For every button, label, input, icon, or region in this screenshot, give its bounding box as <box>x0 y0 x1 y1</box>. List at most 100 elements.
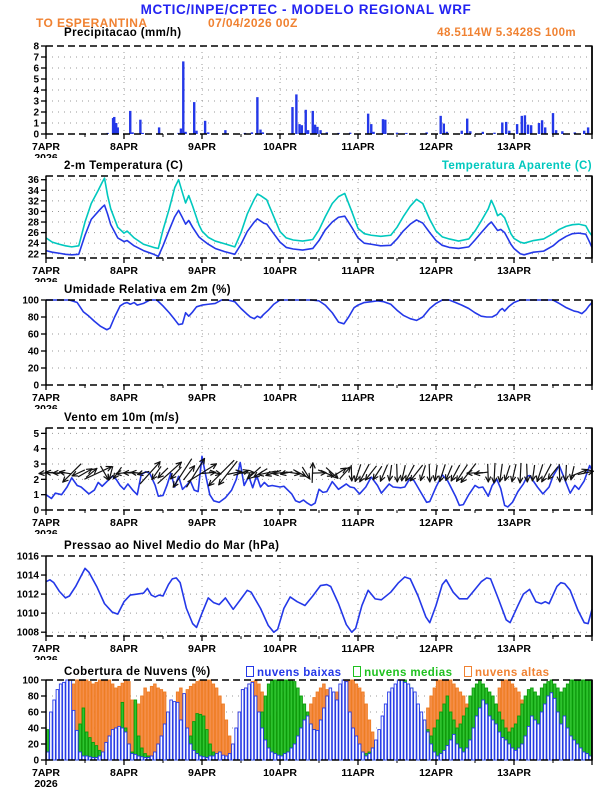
svg-text:13APR: 13APR <box>497 643 531 655</box>
svg-text:12APR: 12APR <box>419 265 453 277</box>
svg-text:2026: 2026 <box>34 276 58 282</box>
svg-text:22: 22 <box>28 249 40 260</box>
svg-text:7APR: 7APR <box>32 265 60 277</box>
svg-text:80: 80 <box>28 313 40 324</box>
svg-text:7APR: 7APR <box>32 517 60 529</box>
svg-text:9APR: 9APR <box>188 517 216 529</box>
svg-text:0: 0 <box>33 756 39 767</box>
panel-title-temperature: 2-m Temperatura (C) Temperatura Aparente… <box>0 160 612 175</box>
svg-text:1008: 1008 <box>17 628 40 639</box>
legend-item-high-clouds: nuvens altas <box>463 666 549 679</box>
station-coordinates: 48.5114W 5.3428S 100m <box>437 27 576 39</box>
wind-title: Vento em 10m (m/s) <box>64 412 180 424</box>
svg-text:1012: 1012 <box>17 590 40 601</box>
svg-text:2: 2 <box>33 475 39 486</box>
clouds-chart: 0 20 40 60 80 100 7APR 8APR 9APR 10APR 11APR 12APR 1… <box>22 676 593 790</box>
svg-text:0: 0 <box>33 130 39 141</box>
svg-text:8APR: 8APR <box>110 767 138 779</box>
svg-text:10APR: 10APR <box>263 517 297 529</box>
svg-text:1010: 1010 <box>17 609 40 620</box>
svg-text:20: 20 <box>28 740 40 751</box>
clouds-title: Cobertura de Nuvens (%) <box>64 666 211 678</box>
svg-text:5: 5 <box>33 75 39 86</box>
svg-text:2026: 2026 <box>34 403 58 409</box>
precipitation-title: Precipitacao (mm/h) <box>64 27 182 39</box>
apparent-temperature-label: Temperatura Aparente (C) <box>441 160 592 172</box>
page-subheader: TO ESPERANTINA 07/04/2026 00Z <box>0 16 612 31</box>
svg-text:2026: 2026 <box>34 778 58 790</box>
svg-text:12APR: 12APR <box>419 517 453 529</box>
svg-text:2026: 2026 <box>34 152 58 158</box>
svg-text:32: 32 <box>28 196 40 207</box>
low-clouds-label: nuvens baixas <box>257 667 342 679</box>
svg-text:11APR: 11APR <box>341 767 375 779</box>
svg-text:7APR: 7APR <box>32 643 60 655</box>
mid-clouds-label: nuvens medias <box>364 667 453 679</box>
svg-text:1: 1 <box>33 119 39 130</box>
wind-chart: 0 1 2 3 4 5 7APR 8APR 9APR 10APR 11APR 12APR 13APR 20… <box>32 427 594 534</box>
pressure-chart: 1008 1010 1012 1014 1016 7APR 8APR 9APR 10APR 11A… <box>17 552 593 660</box>
svg-text:11APR: 11APR <box>341 392 375 404</box>
svg-text:10APR: 10APR <box>263 265 297 277</box>
svg-text:26: 26 <box>28 228 40 239</box>
svg-text:12APR: 12APR <box>419 141 453 153</box>
svg-text:3: 3 <box>33 460 39 471</box>
svg-text:12APR: 12APR <box>419 767 453 779</box>
svg-text:28: 28 <box>28 218 40 229</box>
high-clouds-swatch-icon <box>463 666 472 677</box>
page-title: MCTIC/INPE/CPTEC - MODELO REGIONAL WRF <box>140 2 472 17</box>
svg-text:7APR: 7APR <box>32 392 60 404</box>
svg-text:24: 24 <box>28 239 40 250</box>
svg-text:3: 3 <box>33 97 39 108</box>
svg-text:8: 8 <box>33 42 39 53</box>
svg-text:8APR: 8APR <box>110 265 138 277</box>
svg-text:10APR: 10APR <box>263 767 297 779</box>
svg-text:0: 0 <box>33 381 39 392</box>
svg-text:8APR: 8APR <box>110 141 138 153</box>
low-clouds-swatch-icon <box>246 666 254 677</box>
svg-text:2026: 2026 <box>34 654 58 660</box>
svg-text:20: 20 <box>28 364 40 375</box>
svg-text:12APR: 12APR <box>419 392 453 404</box>
svg-text:9APR: 9APR <box>188 141 216 153</box>
panel-title-clouds: Cobertura de Nuvens (%) nuvens baixas nu… <box>0 666 612 681</box>
svg-text:0: 0 <box>33 506 39 517</box>
svg-text:11APR: 11APR <box>341 517 375 529</box>
svg-text:11APR: 11APR <box>341 141 375 153</box>
svg-text:2: 2 <box>33 108 39 119</box>
clouds-legend: nuvens baixas nuvens medias nuvens altas <box>246 666 557 679</box>
svg-text:13APR: 13APR <box>497 141 531 153</box>
svg-text:34: 34 <box>28 186 40 197</box>
svg-text:13APR: 13APR <box>497 392 531 404</box>
svg-text:5: 5 <box>33 429 39 440</box>
svg-text:10APR: 10APR <box>263 392 297 404</box>
svg-text:60: 60 <box>28 330 40 341</box>
svg-text:12APR: 12APR <box>419 643 453 655</box>
svg-text:7: 7 <box>33 53 39 64</box>
svg-text:2026: 2026 <box>34 528 58 534</box>
svg-text:13APR: 13APR <box>497 265 531 277</box>
svg-text:1: 1 <box>33 490 39 501</box>
mid-clouds-swatch-icon <box>353 666 362 677</box>
svg-text:4: 4 <box>33 444 39 455</box>
svg-text:60: 60 <box>28 708 40 719</box>
station-name: TO ESPERANTINA <box>36 16 148 30</box>
svg-text:36: 36 <box>28 175 40 186</box>
svg-text:7APR: 7APR <box>32 767 60 779</box>
run-timestamp: 07/04/2026 00Z <box>208 16 298 30</box>
svg-text:40: 40 <box>28 347 40 358</box>
svg-text:9APR: 9APR <box>188 643 216 655</box>
svg-text:30: 30 <box>28 207 40 218</box>
svg-text:6: 6 <box>33 64 39 75</box>
svg-text:4: 4 <box>33 86 39 97</box>
panel-title-pressure: Pressao ao Nivel Medio do Mar (hPa) <box>0 540 612 555</box>
svg-text:9APR: 9APR <box>188 767 216 779</box>
svg-text:1016: 1016 <box>17 552 40 563</box>
svg-text:11APR: 11APR <box>341 643 375 655</box>
panel-title-wind: Vento em 10m (m/s) <box>0 412 612 427</box>
legend-item-mid-clouds: nuvens medias <box>353 666 453 679</box>
svg-text:10APR: 10APR <box>263 141 297 153</box>
